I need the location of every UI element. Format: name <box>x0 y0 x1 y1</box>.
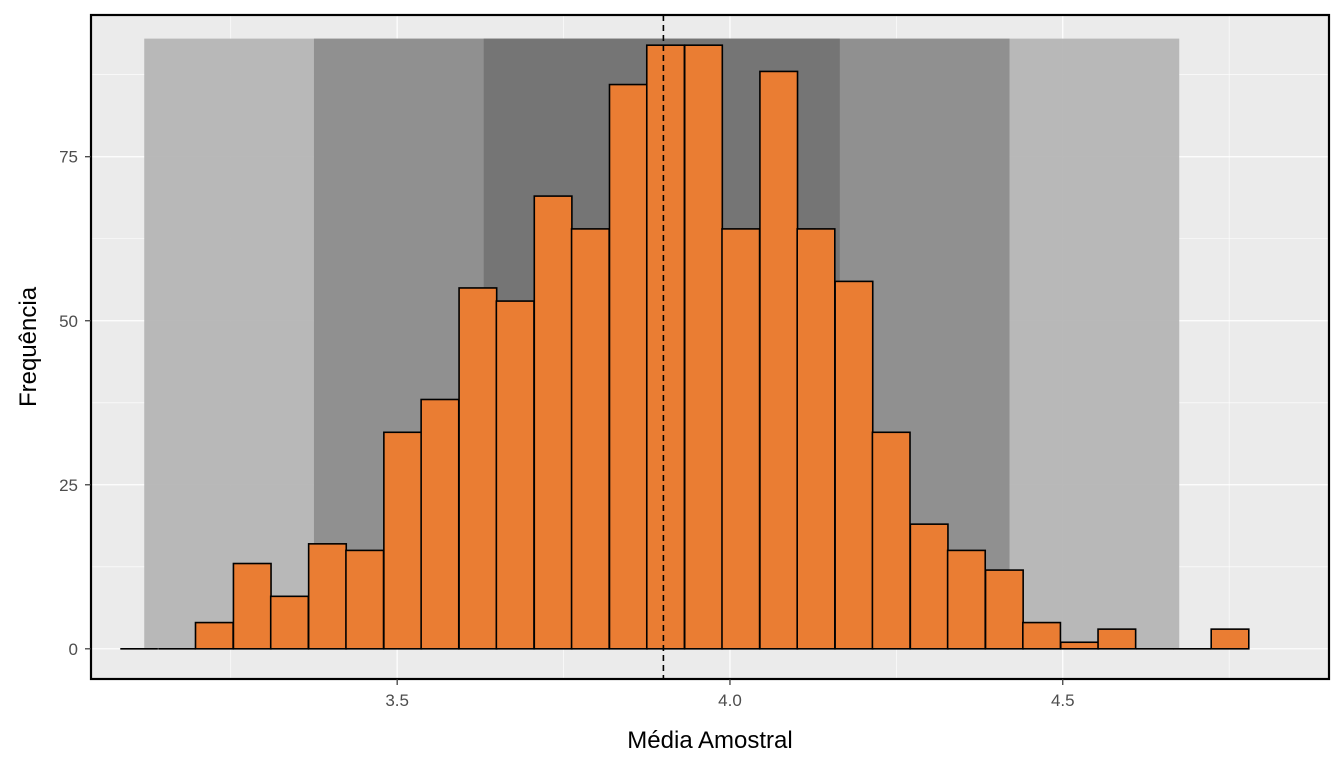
histogram-bar <box>383 431 423 650</box>
y-axis-title: Frequência <box>15 286 42 407</box>
histogram-bar <box>759 70 799 650</box>
histogram-bar <box>495 300 535 650</box>
y-tick-label: 25 <box>59 476 78 495</box>
histogram-bar <box>345 549 385 650</box>
histogram-bar <box>946 549 987 650</box>
histogram-bar <box>1097 628 1137 650</box>
histogram-bar <box>608 83 648 650</box>
histogram-bar <box>1059 641 1100 650</box>
histogram-bar <box>458 287 498 650</box>
histogram-bar <box>1022 621 1062 650</box>
histogram-bar <box>269 595 310 650</box>
histogram-bar <box>683 44 724 650</box>
x-axis-ticks: 3.5 4.0 4.5 <box>385 679 1075 710</box>
x-tick-label: 4.0 <box>718 691 742 710</box>
histogram-bar <box>909 523 949 650</box>
x-axis-title: Média Amostral <box>627 727 792 754</box>
histogram-bar <box>307 543 348 650</box>
histogram-bar <box>533 195 573 650</box>
histogram-bar <box>570 228 610 650</box>
plot-panel-border <box>89 13 1331 681</box>
histogram-bar <box>194 621 234 650</box>
histogram-bar <box>984 569 1024 650</box>
histogram-bar <box>645 44 686 650</box>
histogram-bars <box>120 44 1250 650</box>
histogram-bar <box>796 228 836 650</box>
histogram-bar <box>420 398 460 650</box>
y-tick-label: 0 <box>69 640 78 659</box>
x-tick-label: 3.5 <box>385 691 409 710</box>
y-tick-label: 75 <box>59 148 78 167</box>
histogram-bar <box>871 431 911 650</box>
histogram-bar <box>1210 628 1250 650</box>
histogram-bar <box>834 280 874 650</box>
x-tick-label: 4.5 <box>1051 691 1075 710</box>
y-tick-label: 50 <box>59 312 78 331</box>
y-axis-ticks: 0 25 50 75 <box>59 148 91 659</box>
histogram-bar <box>232 562 272 650</box>
histogram-bar <box>721 228 761 650</box>
